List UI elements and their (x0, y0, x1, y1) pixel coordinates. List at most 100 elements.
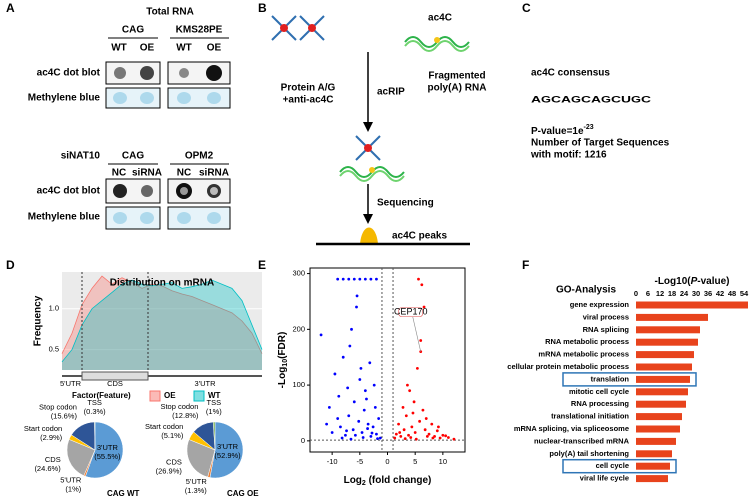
region-label: 3'UTR (194, 379, 216, 388)
point (339, 425, 342, 429)
point (319, 333, 323, 337)
x-label-part: -value) (697, 276, 729, 287)
dot (113, 212, 127, 224)
legend-label: OE (164, 391, 176, 400)
point (345, 429, 348, 433)
logo-letter: G (571, 94, 581, 104)
point (370, 431, 374, 435)
point (406, 383, 409, 387)
x-tick-label: 5 (413, 457, 417, 466)
peak (360, 227, 378, 244)
bar (636, 313, 708, 321)
dot (140, 92, 154, 104)
logo-letter: C (551, 94, 562, 104)
bar-label: cellular protein metabolic process (507, 362, 629, 371)
point (372, 383, 376, 387)
pie-slice (186, 439, 216, 478)
point (355, 294, 359, 298)
point (417, 277, 420, 281)
point (355, 305, 358, 309)
point (353, 433, 357, 437)
dot (177, 92, 191, 104)
dot (207, 92, 221, 104)
p-value-exponent: -23 (584, 124, 594, 131)
point (337, 394, 341, 398)
logo-letter: U (621, 94, 631, 104)
pie-category: 5'UTR (186, 477, 208, 486)
bar-label: poly(A) tail shortening (549, 449, 629, 458)
annotation-pointer (412, 316, 422, 352)
bar-label: RNA processing (571, 399, 629, 408)
heading: siNAT10 (61, 151, 101, 162)
dot (140, 66, 154, 80)
highlight-box (562, 372, 697, 387)
label: ac4C (428, 13, 452, 24)
point (341, 277, 345, 281)
pie-label: TSS (1%) (206, 398, 222, 416)
chart-title: CAG WT (107, 489, 140, 498)
panel-c: ac4C consensus P-value=1e-23 Number of T… (530, 68, 670, 161)
point (452, 437, 456, 441)
highlight-box (562, 458, 677, 474)
bar-label: mRNA splicing, via spliceosome (514, 424, 629, 433)
pie-slice (66, 439, 96, 476)
y-tick-label: 300 (292, 269, 305, 278)
point (401, 405, 405, 409)
bar-label: cell cycle (596, 461, 629, 470)
x-label-part: (fold change) (366, 475, 432, 486)
point (413, 431, 417, 434)
point (418, 419, 422, 423)
point (404, 414, 408, 418)
cds-box (81, 371, 149, 381)
panel-label: B (258, 1, 267, 15)
x-tick-label: 10 (439, 457, 447, 466)
point (327, 405, 331, 409)
bar-label: RNA splicing (583, 325, 630, 334)
plot-frame (309, 267, 466, 453)
x-tick-label: 6 (646, 289, 650, 298)
point (347, 277, 351, 281)
point (363, 277, 367, 281)
point (359, 366, 363, 370)
logo-letter: C (611, 94, 622, 104)
row-label: ac4C dot blot (37, 186, 101, 197)
pie-value-label: (55.5%) (94, 452, 121, 461)
label: poly(A) RNA (428, 83, 487, 94)
x-axis-label: -Log10(P-value) (654, 276, 729, 287)
panel-label: F (522, 258, 529, 272)
point (352, 400, 356, 404)
protein-ag (308, 24, 316, 32)
pie-value-label: (2.9%) (40, 433, 63, 442)
point (376, 437, 379, 441)
point (411, 411, 415, 415)
x-tick-label: 0 (385, 457, 389, 466)
bar (636, 413, 682, 421)
pie-category: TSS (87, 398, 102, 407)
logo-title: ac4C consensus (531, 68, 610, 79)
legend-swatch (149, 390, 161, 402)
point (358, 378, 362, 381)
x-tick-label: 30 (692, 289, 700, 298)
point (437, 425, 440, 429)
pie-category: 3'UTR (217, 442, 239, 451)
pie-value-label: (52.9%) (214, 451, 241, 460)
point (365, 397, 368, 401)
logo-letter: G (601, 94, 611, 104)
bar-label: translation (591, 374, 630, 383)
logo-letter: G (631, 94, 641, 104)
point (431, 436, 435, 440)
pie-category: Stop codon (39, 403, 77, 412)
pie-value-label: (5.1%) (161, 431, 184, 440)
point (368, 361, 372, 365)
heading: Total RNA (146, 7, 194, 18)
bar (636, 301, 748, 309)
point (352, 277, 356, 281)
chart-title: Distribution on mRNA (110, 278, 214, 289)
x-tick-label: 42 (716, 289, 724, 298)
protein-ag (280, 24, 288, 32)
point (444, 434, 448, 438)
lane-label: NC (112, 168, 126, 179)
bar-label: viral process (583, 312, 629, 321)
chart-title: GO-Analysis (556, 285, 616, 296)
pie-value-label: (1%) (65, 484, 81, 493)
